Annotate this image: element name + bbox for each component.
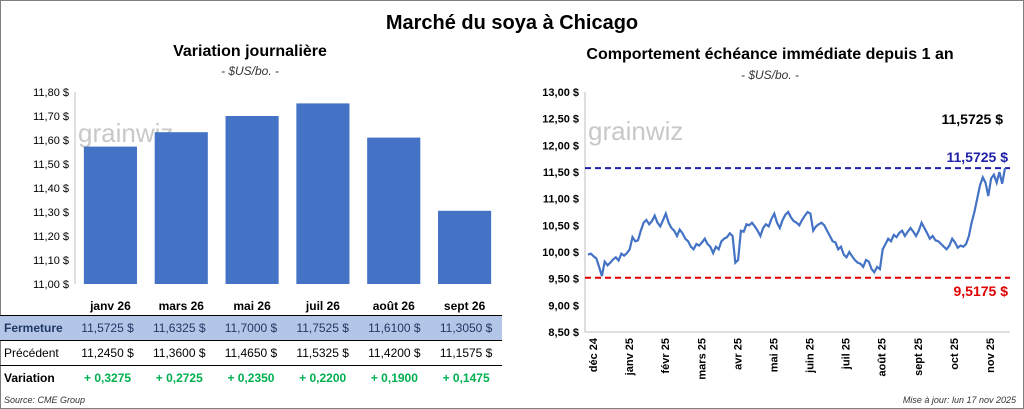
y-tick-label: 11,00 $ [543, 194, 579, 206]
row-label: Fermeture [0, 315, 72, 341]
table-cell: 11,6325 $ [143, 315, 216, 341]
x-tick-label: nov 25 [985, 338, 997, 373]
bar-chart-title: Variation journalière [173, 43, 327, 60]
table-cell: 11,3050 $ [430, 315, 502, 341]
bar [296, 103, 350, 285]
page-title: Marché du soya à Chicago [385, 12, 639, 34]
y-tick-label: 11,30 $ [33, 207, 69, 219]
x-tick-label: août 26 [373, 299, 415, 313]
price-table: Fermeture 11,5725 $11,6325 $11,7000 $11,7… [0, 315, 502, 390]
table-cell: 11,1575 $ [439, 346, 493, 360]
row-label: Variation [0, 365, 72, 390]
y-tick-label: 10,50 $ [542, 220, 579, 232]
min-value-label: 9,5175 $ [954, 283, 1009, 299]
x-tick-label: avr 25 [732, 338, 744, 370]
y-tick-label: 12,50 $ [542, 114, 579, 126]
table-cell: 11,5725 $ [71, 315, 144, 341]
x-tick-label: août 25 [877, 338, 889, 377]
x-tick-label: juil 26 [305, 299, 340, 313]
x-tick-label: mai 25 [768, 338, 780, 372]
y-tick-label: 11,00 $ [33, 279, 69, 291]
line-chart-subtitle: - $US/bo. - [740, 68, 800, 82]
bar [225, 116, 279, 284]
table-cell: + 0,2725 [143, 365, 216, 390]
x-tick-label: mars 26 [159, 299, 205, 313]
y-tick-label: 11,20 $ [33, 231, 69, 243]
table-cell: + 0,3275 [71, 365, 144, 390]
x-tick-label: janv 26 [89, 299, 131, 313]
bar [367, 137, 421, 284]
table-cell: 11,4650 $ [224, 346, 278, 360]
y-tick-label: 11,70 $ [33, 111, 69, 123]
x-tick-label: oct 25 [949, 338, 961, 370]
y-tick-label: 11,80 $ [33, 87, 69, 99]
table-row: Précédent 11,2450 $ 11,3600 $ 11,4650 $ 11,5… [0, 341, 502, 366]
max-value-label: 11,5725 $ [946, 149, 1008, 165]
watermark: grainwiz [588, 116, 683, 146]
x-tick-label: juil 25 [841, 338, 853, 370]
table-cell: + 0,2350 [215, 365, 287, 390]
table-cell: 11,6100 $ [358, 315, 431, 341]
x-tick-label: sept 26 [444, 299, 486, 313]
table-cell: 11,4200 $ [368, 346, 421, 360]
table-cell: + 0,1475 [430, 365, 502, 390]
bar-chart-subtitle: - $US/bo. - [220, 64, 280, 78]
price-line [587, 167, 1007, 277]
x-tick-label: sept 25 [913, 338, 925, 376]
table-cell: 11,2450 $ [81, 346, 134, 360]
table-cell: 11,5325 $ [296, 346, 349, 360]
table-cell: 11,3600 $ [153, 346, 206, 360]
table-cell: 11,7525 $ [286, 315, 359, 341]
x-tick-label: mars 25 [696, 338, 708, 380]
y-tick-label: 11,50 $ [543, 167, 579, 179]
x-tick-label: déc 24 [588, 337, 600, 372]
table-row: Fermeture 11,5725 $11,6325 $11,7000 $11,7… [0, 315, 502, 341]
y-tick-label: 11,50 $ [33, 159, 69, 171]
table-cell: 11,7000 $ [215, 315, 287, 341]
y-tick-label: 11,10 $ [33, 255, 69, 267]
y-tick-label: 10,00 $ [542, 247, 579, 259]
source-note: Source: CME Group [4, 395, 86, 405]
x-tick-label: juin 25 [805, 338, 817, 374]
row-label: Précédent [4, 346, 59, 360]
table-cell: + 0,2200 [286, 365, 359, 390]
y-tick-label: 11,40 $ [33, 183, 69, 195]
y-tick-label: 9,00 $ [548, 300, 579, 312]
y-tick-label: 12,00 $ [542, 140, 579, 152]
last-value-label: 11,5725 $ [941, 111, 1003, 127]
y-tick-label: 8,50 $ [548, 327, 579, 339]
line-chart-title: Comportement échéance immédiate depuis 1… [586, 46, 954, 63]
line-chart: grainwiz 8,50 $ 9,00 $ 9,50 $ 10,00 $ 10,50 $… [542, 87, 1010, 380]
x-tick-label: janv 25 [624, 338, 636, 376]
update-note: Mise à jour: lun 17 nov 2025 [902, 395, 1016, 405]
table-cell: + 0,1900 [358, 365, 431, 390]
y-tick-label: 13,00 $ [542, 87, 579, 99]
x-tick-label: févr 25 [660, 338, 672, 373]
bar [438, 210, 492, 284]
bar [154, 132, 208, 284]
y-tick-label: 11,60 $ [33, 135, 69, 147]
table-row: Variation + 0,3275 + 0,2725 + 0,2350 + 0,220… [0, 365, 502, 390]
bar [83, 146, 137, 284]
x-tick-label: mai 26 [233, 299, 271, 313]
y-tick-label: 9,50 $ [548, 274, 579, 286]
